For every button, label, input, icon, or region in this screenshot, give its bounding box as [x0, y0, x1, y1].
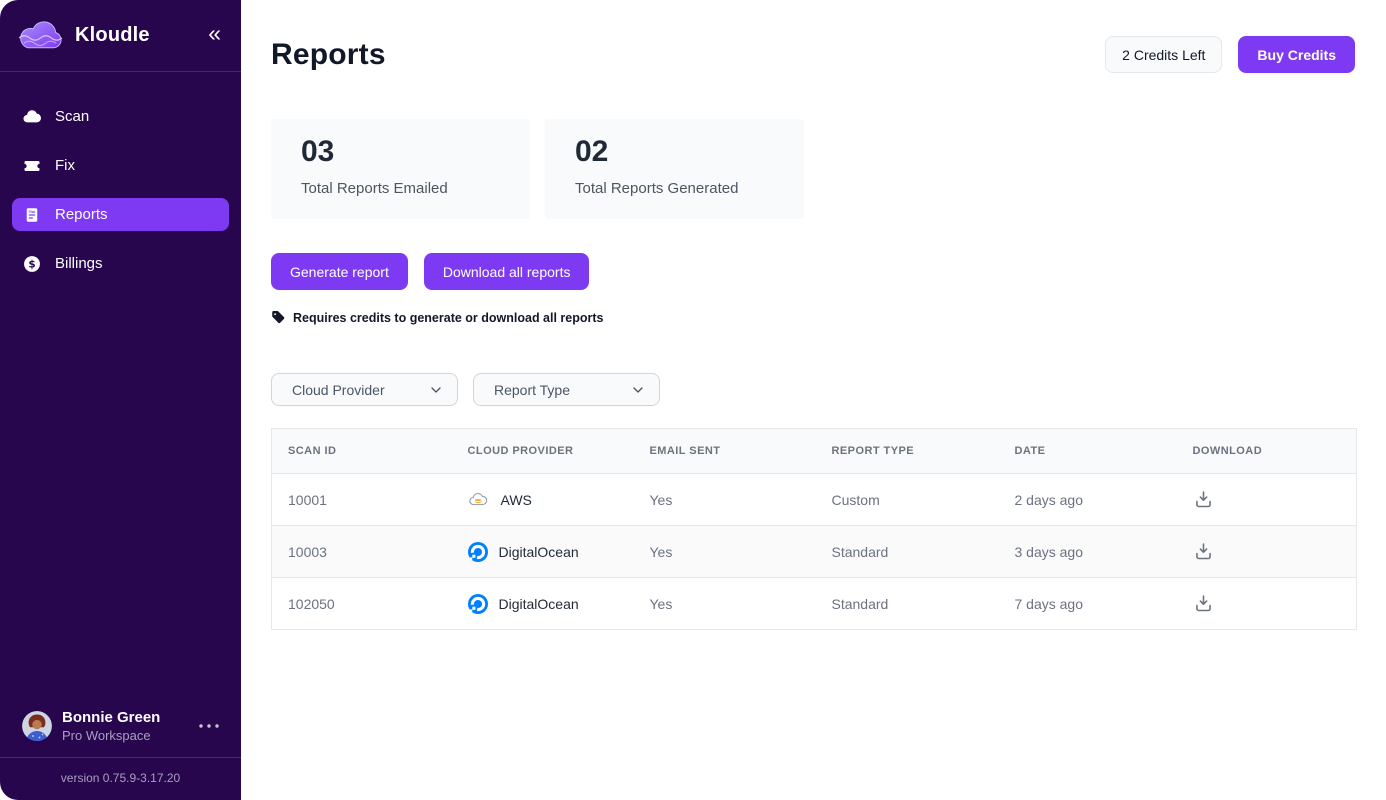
reports-table-header: SCAN ID CLOUD PROVIDER EMAIL SENT REPORT… — [271, 428, 1357, 474]
report-type-cell: Standard — [815, 525, 999, 578]
kloudle-logo-icon — [18, 20, 63, 51]
cloud-provider-cell: AWS — [451, 473, 634, 526]
report-type-cell: Custom — [815, 473, 999, 526]
filters-row: Cloud Provider Report Type — [271, 373, 1355, 406]
report-type-cell: Standard — [815, 577, 999, 630]
column-header-cloud-provider: CLOUD PROVIDER — [451, 428, 634, 474]
dollar-circle-icon: $ — [22, 254, 42, 274]
ticket-icon — [22, 156, 42, 176]
stat-card-emailed: 03 Total Reports Emailed — [271, 119, 530, 219]
aws-cloud-icon — [468, 491, 490, 508]
date-cell: 3 days ago — [998, 525, 1177, 578]
app-title: Kloudle — [75, 24, 150, 46]
user-name: Bonnie Green — [62, 709, 161, 726]
download-report-button[interactable] — [1193, 489, 1214, 510]
user-workspace: Pro Workspace — [62, 728, 151, 743]
version-label: version 0.75.9-3.17.20 — [60, 771, 181, 785]
scan-id-cell: 102050 — [271, 577, 452, 630]
email-sent-cell: Yes — [633, 473, 816, 526]
tag-icon — [271, 310, 286, 325]
sidebar-item-label: Reports — [55, 206, 108, 223]
page-title: Reports — [271, 37, 386, 71]
actions-row: Generate report Download all reports — [271, 253, 1355, 290]
date-cell: 7 days ago — [998, 577, 1177, 630]
email-sent-cell: Yes — [633, 577, 816, 630]
stats-row: 03 Total Reports Emailed 02 Total Report… — [271, 119, 1355, 219]
digitalocean-icon — [467, 593, 488, 614]
stat-label: Total Reports Generated — [575, 180, 739, 197]
cloud-provider-cell: DigitalOcean — [451, 525, 634, 578]
download-all-reports-button[interactable]: Download all reports — [423, 253, 590, 290]
scan-id-cell: 10003 — [271, 525, 452, 578]
download-cell — [1176, 525, 1357, 578]
credits-note-text: Requires credits to generate or download… — [293, 310, 604, 325]
sidebar-item-fix[interactable]: Fix — [12, 149, 229, 182]
cloud-icon — [22, 107, 42, 127]
chevron-down-icon — [428, 382, 444, 398]
header-actions: 2 Credits Left Buy Credits — [1105, 36, 1355, 73]
generate-report-button[interactable]: Generate report — [271, 253, 408, 290]
column-header-email-sent: EMAIL SENT — [633, 428, 816, 474]
column-header-download: DOWNLOAD — [1176, 428, 1357, 474]
avatar — [22, 711, 52, 741]
stat-value: 02 — [575, 135, 609, 168]
stat-card-generated: 02 Total Reports Generated — [545, 119, 804, 219]
collapse-sidebar-icon[interactable]: « — [208, 20, 221, 46]
provider-name: AWS — [500, 491, 532, 508]
sidebar-item-label: Billings — [55, 255, 103, 272]
column-header-report-type: REPORT TYPE — [815, 428, 999, 474]
cloud-provider-filter[interactable]: Cloud Provider — [271, 373, 458, 406]
main-content: Reports 2 Credits Left Buy Credits 03 To… — [241, 0, 1386, 800]
column-header-date: DATE — [998, 428, 1177, 474]
provider-name: DigitalOcean — [498, 543, 579, 560]
sidebar-divider — [0, 757, 241, 758]
reports-table: SCAN ID CLOUD PROVIDER EMAIL SENT REPORT… — [271, 428, 1357, 630]
sidebar-header: Kloudle « — [0, 0, 241, 72]
provider-name: DigitalOcean — [498, 595, 579, 612]
reports-table-body: 10001 AWS Yes Custom 2 days ago — [271, 473, 1357, 630]
user-profile: Bonnie Green Pro Workspace — [0, 709, 241, 757]
table-row: 10001 AWS Yes Custom 2 days ago — [271, 473, 1357, 526]
download-cell — [1176, 473, 1357, 526]
report-type-filter[interactable]: Report Type — [473, 373, 660, 406]
sidebar-item-label: Scan — [55, 108, 90, 125]
report-document-icon — [22, 206, 42, 224]
stat-value: 03 — [301, 135, 335, 168]
buy-credits-button[interactable]: Buy Credits — [1238, 36, 1355, 73]
chevron-down-icon — [630, 382, 646, 398]
sidebar-item-scan[interactable]: Scan — [12, 100, 229, 133]
scan-id-cell: 10001 — [271, 473, 452, 526]
download-cell — [1176, 577, 1357, 630]
email-sent-cell: Yes — [633, 525, 816, 578]
digitalocean-icon — [467, 541, 488, 562]
download-report-button[interactable] — [1193, 593, 1214, 614]
date-cell: 2 days ago — [998, 473, 1177, 526]
sidebar-footer: Bonnie Green Pro Workspace version 0.75.… — [0, 709, 241, 800]
filter-label: Report Type — [494, 381, 571, 398]
filter-label: Cloud Provider — [292, 381, 385, 398]
stat-label: Total Reports Emailed — [301, 180, 448, 197]
table-row: 10003 DigitalOcean Yes Standard 3 days a… — [271, 525, 1357, 578]
table-row: 102050 DigitalOcean Yes Standard 7 days … — [271, 577, 1357, 630]
credits-note: Requires credits to generate or download… — [271, 310, 1355, 325]
sidebar: Kloudle « Scan Fix Reports — [0, 0, 241, 800]
page-header: Reports 2 Credits Left Buy Credits — [271, 36, 1355, 73]
sidebar-item-reports[interactable]: Reports — [12, 198, 229, 231]
sidebar-item-billings[interactable]: $ Billings — [12, 247, 229, 280]
credits-left-badge[interactable]: 2 Credits Left — [1105, 36, 1223, 73]
sidebar-item-label: Fix — [55, 157, 75, 174]
cloud-provider-cell: DigitalOcean — [451, 577, 634, 630]
download-report-button[interactable] — [1193, 541, 1214, 562]
sidebar-nav: Scan Fix Reports $ Billings — [0, 72, 241, 280]
column-header-scan-id: SCAN ID — [271, 428, 452, 474]
ellipsis-menu-icon[interactable] — [197, 717, 221, 735]
svg-text:$: $ — [28, 258, 35, 270]
